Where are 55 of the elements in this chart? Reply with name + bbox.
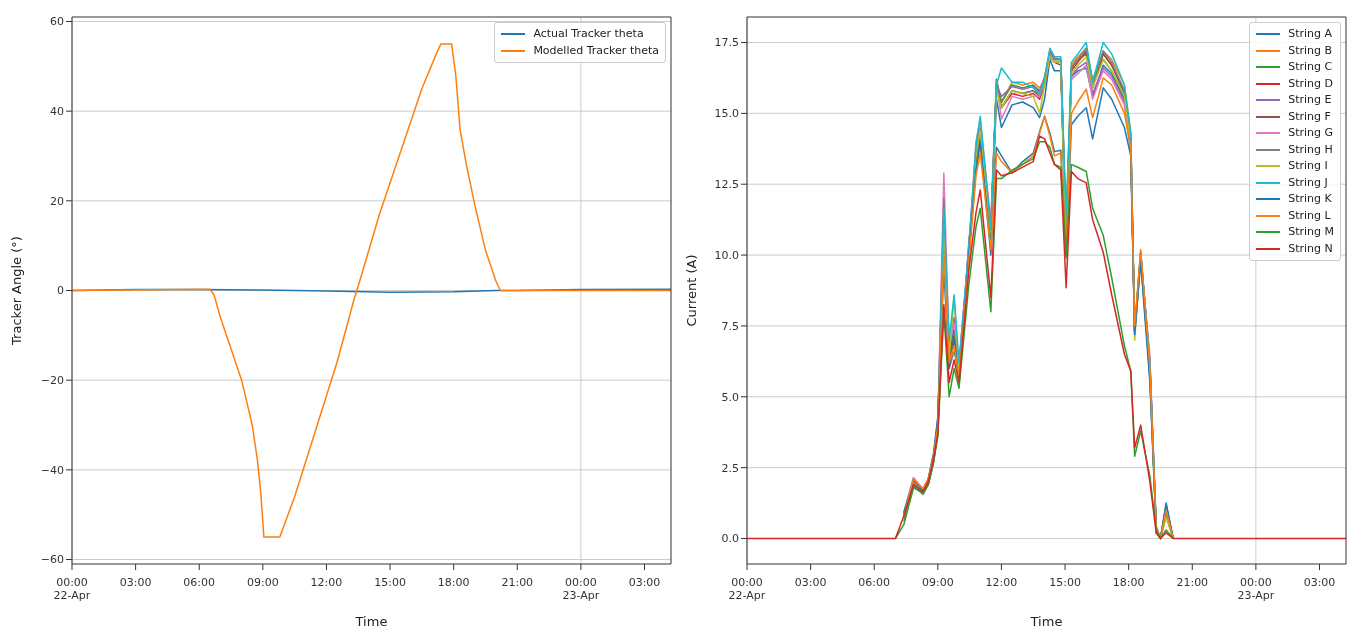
x-tick-label: 03:00 (794, 576, 827, 589)
legend-label: String A (1288, 26, 1333, 42)
x-axis-title: Time (1029, 614, 1063, 629)
x-tick-label: 03:00 (119, 576, 152, 589)
x-tick-label: 06:00 (183, 576, 216, 589)
x-tick-label: 12:00 (985, 576, 1018, 589)
y-tick-label: 12.5 (714, 178, 739, 192)
y-tick-label: 7.5 (721, 319, 739, 333)
legend-label: String F (1288, 108, 1331, 125)
x-tick-label: 15:00 (1049, 576, 1081, 589)
y-tick-label: 0.0 (721, 532, 739, 546)
y-axis-title: Current (A) (683, 254, 699, 327)
x-tick-label: 03:00 (628, 576, 661, 589)
y-tick-label: 40 (50, 105, 64, 119)
x-tick-label: 21:00 (501, 576, 534, 589)
y-tick-label: 0 (57, 284, 64, 298)
x-tick-label: 00:00 22-Apr (728, 576, 766, 602)
x-tick-label: 09:00 (246, 576, 279, 589)
x-axis-title: Time (354, 614, 388, 629)
legend-label: String D (1288, 75, 1333, 92)
x-tick-label: 00:00 22-Apr (53, 576, 91, 602)
x-tick-label: 18:00 (437, 576, 470, 589)
y-tick-label: 5.0 (721, 390, 739, 404)
legend-label: Actual Tracker theta (533, 26, 644, 42)
y-tick-label: 60 (50, 15, 64, 29)
y-tick-label: 15.0 (714, 107, 739, 121)
x-tick-label: 15:00 (374, 576, 406, 589)
x-tick-label: 00:00 23-Apr (562, 576, 600, 602)
legend-label: String L (1288, 207, 1331, 224)
legend-label: String G (1288, 125, 1334, 141)
y-tick-label: −20 (40, 374, 64, 388)
x-tick-label: 18:00 (1112, 576, 1145, 589)
y-axis-title: Tracker Angle (°) (8, 236, 24, 346)
y-tick-label: 2.5 (721, 461, 739, 475)
x-tick-label: 00:00 23-Apr (1237, 576, 1275, 602)
y-tick-label: 17.5 (714, 36, 739, 50)
legend-label: String I (1288, 158, 1328, 174)
legend-label: String N (1288, 240, 1333, 257)
legend-label: String J (1288, 174, 1328, 191)
y-tick-label: −40 (40, 463, 64, 477)
x-tick-label: 09:00 (921, 576, 954, 589)
y-tick-label: 10.0 (714, 248, 739, 262)
legend-label: String B (1288, 42, 1333, 59)
legend-label: String E (1288, 92, 1332, 108)
y-tick-label: −60 (40, 553, 64, 567)
legend-label: String M (1288, 224, 1334, 240)
legend-label: Modelled Tracker theta (533, 42, 659, 59)
x-tick-label: 21:00 (1176, 576, 1209, 589)
x-tick-label: 12:00 (310, 576, 343, 589)
x-tick-label: 06:00 (858, 576, 891, 589)
y-tick-label: 20 (50, 194, 64, 208)
legend-label: String K (1288, 191, 1332, 207)
x-tick-label: 03:00 (1303, 576, 1336, 589)
legend-label: String C (1288, 59, 1333, 75)
legend-label: String H (1288, 141, 1333, 158)
